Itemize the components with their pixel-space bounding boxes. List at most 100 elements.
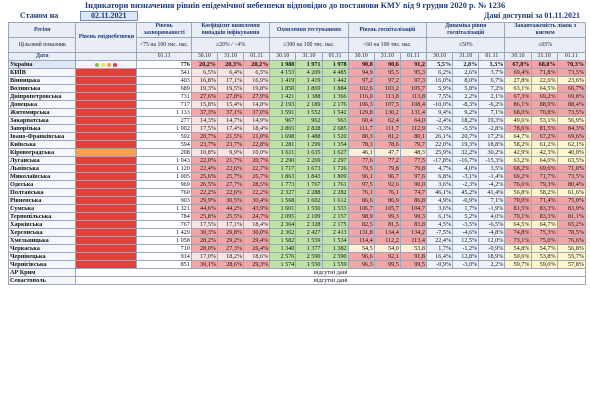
hosp-value: 131,4 (399, 108, 428, 117)
test-value: 1 602 (295, 196, 323, 205)
test-value: 2 176 (321, 100, 349, 109)
occupancy-date-0: 30.10 (504, 52, 532, 61)
dyn-value: 5,8% (452, 84, 480, 93)
occ-value: 81,1% (556, 212, 587, 221)
region-name: Чернівецька (7, 252, 77, 261)
hosp-value: 99,5 (373, 260, 401, 269)
pos-value: 17,4% (216, 124, 245, 133)
occ-value: 75,0% (556, 196, 587, 205)
dyn-value: -4,6% (452, 228, 480, 237)
occ-value: 63,1% (504, 84, 532, 93)
test-value: 4 209 (295, 68, 323, 77)
occ-value: 80,4% (556, 180, 587, 189)
hosp-value: 99,3 (399, 212, 428, 221)
occ-value: 56,8% (556, 244, 587, 253)
pos-value: 14,7% (216, 116, 245, 125)
test-value: 1 850 (269, 84, 297, 93)
hosp-value: 96,3 (347, 260, 375, 269)
test-value: 1 419 (269, 76, 297, 85)
pos-value: 17,0% (190, 252, 218, 261)
test-value: 1 281 (269, 140, 297, 149)
hosp-value: 105,7 (399, 84, 428, 93)
test-value: 1 843 (295, 172, 323, 181)
occ-value: 22,6% (530, 76, 558, 85)
pos-value: 6,4% (216, 68, 245, 77)
incidence-value: 851 (136, 260, 192, 269)
test-value: 1 869 (295, 84, 323, 93)
occ-value: 55,7% (556, 252, 587, 261)
region-name: Кіровоградська (7, 148, 77, 157)
pos-value: 23,7% (216, 140, 245, 149)
occ-value: 56,8% (504, 188, 532, 197)
target-hosp: <60 на 100 тис. нас. (347, 37, 428, 53)
incidence-value: 903 (136, 196, 192, 205)
region-name: Черкаська (7, 244, 77, 253)
occ-value: 64,5% (504, 220, 532, 229)
positivity-date-2: 01.11 (243, 52, 271, 61)
test-value: 2 175 (321, 220, 349, 229)
occ-value: 59,7% (504, 260, 532, 269)
test-value: 1 568 (269, 196, 297, 205)
table-row: Донецька 717 15,8% 15,4% 14,8% 2 193 2 189 2 17… (7, 100, 587, 109)
test-value: 1 299 (295, 140, 323, 149)
region-name: Україна (7, 60, 77, 69)
incidence-value: 731 (136, 92, 192, 101)
dyn-value: -4,8% (478, 228, 506, 237)
dyn-value: -3,5% (452, 220, 480, 229)
hosp-value: 134,2 (399, 228, 428, 237)
pos-value: 27,7% (216, 180, 245, 189)
dyn-value: -0,9% (452, 196, 480, 205)
dyn-value: -4,2% (478, 180, 506, 189)
table-row: Луганська 1 043 22,0% 21,7% 20,7% 2 290 2 269 2… (7, 156, 587, 165)
test-value: 1 971 (295, 60, 323, 69)
pos-value: 28,5% (243, 180, 271, 189)
hosp-date-0: 30.10 (347, 52, 375, 61)
level-cell (75, 180, 138, 189)
hosp-value: 113,8 (373, 92, 401, 101)
occ-value: 67,2% (530, 132, 558, 141)
incidence-value: 914 (136, 252, 192, 261)
dyn-value: 7,1% (478, 196, 506, 205)
pos-value: 17,1% (216, 76, 245, 85)
page-title: Індикатори визначення рівнів епідемічної… (84, 1, 506, 10)
pos-value: 37,3% (190, 108, 218, 117)
occ-value: 58,2% (530, 188, 558, 197)
occ-value: 56,9% (556, 116, 587, 125)
hosp-value: 86,8 (399, 196, 428, 205)
occ-value: 23,6% (556, 76, 587, 85)
dyn-value: 2,6% (452, 68, 480, 77)
table-row: Чернівецька 914 17,0% 18,2% 18,6% 2 576 2 590 2… (7, 252, 587, 261)
hosp-value: 112,2 (373, 236, 401, 245)
level-cell (75, 188, 138, 197)
test-value: 1 601 (269, 204, 297, 213)
occ-value: 64,7% (530, 220, 558, 229)
occ-value: 71,0% (556, 164, 587, 173)
region-name: Львівська (7, 164, 77, 173)
pos-value: 25,7% (216, 172, 245, 181)
target-incidence: <75 на 100 тис. нас. (136, 37, 192, 53)
hosp-value: 81,2 (373, 132, 401, 141)
pos-value: 27,6% (190, 92, 218, 101)
table-row: Кіровоградська 208 10,8% 9,9% 10,0% 1 611 1 63… (7, 148, 587, 157)
test-value: 1 366 (321, 92, 349, 101)
test-value: 967 (269, 116, 297, 125)
occ-value: 78,6% (504, 124, 532, 133)
test-value: 1 382 (321, 244, 349, 253)
test-value: 1 988 (269, 60, 297, 69)
test-value: 2 828 (295, 124, 323, 133)
pos-value: 29,3% (243, 260, 271, 269)
pos-value: 22,2% (243, 188, 271, 197)
table-row: Вінницька 403 16,8% 17,1% 16,9% 1 419 1 419 1 4… (7, 76, 587, 85)
dyn-value: -0,9% (426, 260, 454, 269)
level-dot-green (95, 62, 100, 67)
dyn-value: -3,3% (426, 124, 454, 133)
hosp-value: 91,2 (399, 60, 428, 69)
test-value: 4 153 (269, 68, 297, 77)
dyn-value: -3,1% (452, 172, 480, 181)
occ-value: 54,7% (530, 244, 558, 253)
incidence-value: 1 429 (136, 228, 192, 237)
hosp-value: 94,9 (347, 68, 375, 77)
occ-value: 61,2% (530, 140, 558, 149)
test-value: 1 488 (295, 132, 323, 141)
table-row: Тернопільська 784 25,8% 25,5% 24,7% 2 095 2 10… (7, 212, 587, 221)
